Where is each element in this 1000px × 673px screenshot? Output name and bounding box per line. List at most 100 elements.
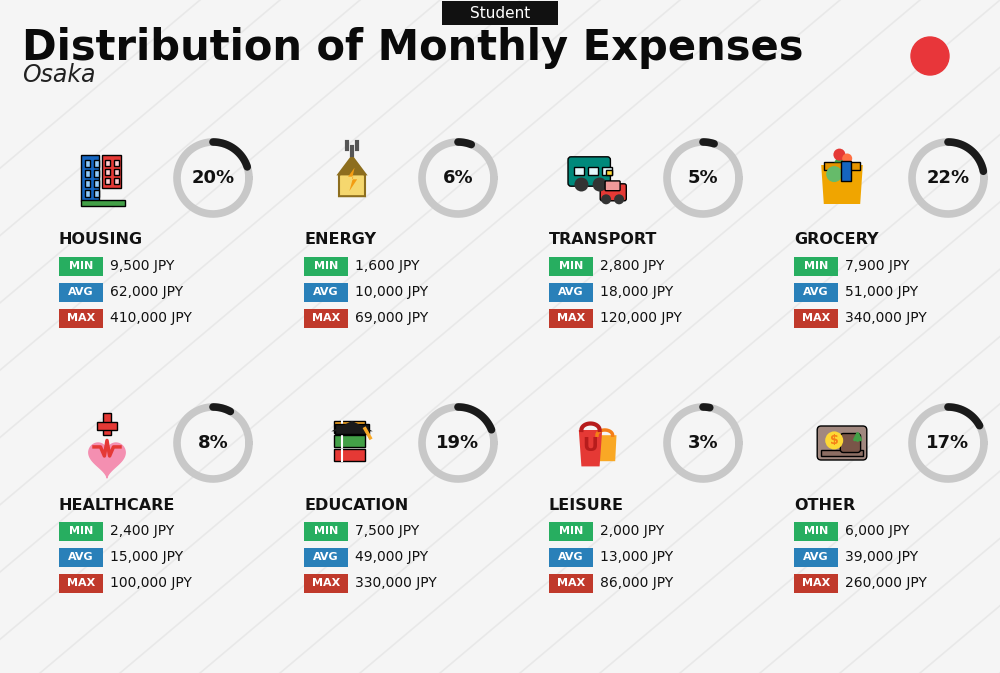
FancyBboxPatch shape	[588, 168, 598, 176]
Text: 340,000 JPY: 340,000 JPY	[845, 311, 927, 325]
FancyBboxPatch shape	[794, 283, 838, 302]
FancyBboxPatch shape	[59, 573, 103, 592]
Text: MAX: MAX	[557, 313, 585, 323]
FancyBboxPatch shape	[442, 1, 558, 25]
FancyBboxPatch shape	[549, 308, 593, 328]
Text: AVG: AVG	[803, 287, 829, 297]
FancyBboxPatch shape	[105, 178, 110, 184]
FancyBboxPatch shape	[304, 283, 348, 302]
Text: 86,000 JPY: 86,000 JPY	[600, 576, 673, 590]
FancyBboxPatch shape	[94, 190, 99, 197]
Text: MIN: MIN	[804, 526, 828, 536]
FancyBboxPatch shape	[549, 283, 593, 302]
Text: 330,000 JPY: 330,000 JPY	[355, 576, 437, 590]
FancyBboxPatch shape	[85, 160, 90, 168]
Text: MIN: MIN	[314, 261, 338, 271]
FancyBboxPatch shape	[794, 573, 838, 592]
FancyBboxPatch shape	[59, 308, 103, 328]
Polygon shape	[348, 168, 357, 191]
Text: 17%: 17%	[926, 434, 970, 452]
FancyBboxPatch shape	[114, 170, 119, 176]
FancyBboxPatch shape	[794, 308, 838, 328]
Text: MAX: MAX	[67, 578, 95, 588]
Circle shape	[825, 431, 843, 450]
Text: MIN: MIN	[314, 526, 338, 536]
Text: MIN: MIN	[69, 261, 93, 271]
Text: TRANSPORT: TRANSPORT	[549, 232, 657, 248]
Text: MIN: MIN	[559, 526, 583, 536]
Text: AVG: AVG	[68, 552, 94, 562]
Text: U: U	[583, 436, 598, 455]
FancyBboxPatch shape	[605, 181, 620, 190]
Text: MIN: MIN	[804, 261, 828, 271]
Circle shape	[601, 194, 611, 205]
Text: 5%: 5%	[688, 169, 718, 187]
Text: 51,000 JPY: 51,000 JPY	[845, 285, 918, 299]
Text: ENERGY: ENERGY	[304, 232, 376, 248]
Polygon shape	[834, 149, 850, 162]
Text: LEISURE: LEISURE	[549, 497, 624, 513]
Text: 15,000 JPY: 15,000 JPY	[110, 550, 183, 564]
FancyBboxPatch shape	[85, 190, 90, 197]
Text: 100,000 JPY: 100,000 JPY	[110, 576, 192, 590]
Text: 8%: 8%	[198, 434, 228, 452]
FancyBboxPatch shape	[81, 201, 125, 207]
FancyBboxPatch shape	[105, 170, 110, 176]
Circle shape	[911, 37, 949, 75]
Text: 2,400 JPY: 2,400 JPY	[110, 524, 174, 538]
Text: AVG: AVG	[558, 287, 584, 297]
Text: 2,800 JPY: 2,800 JPY	[600, 259, 664, 273]
FancyBboxPatch shape	[794, 256, 838, 275]
FancyBboxPatch shape	[94, 160, 99, 168]
FancyBboxPatch shape	[824, 162, 860, 170]
Polygon shape	[579, 430, 602, 466]
FancyBboxPatch shape	[334, 435, 365, 447]
Circle shape	[614, 194, 624, 205]
FancyBboxPatch shape	[81, 155, 99, 201]
FancyBboxPatch shape	[59, 548, 103, 567]
Text: 22%: 22%	[926, 169, 970, 187]
FancyBboxPatch shape	[102, 155, 121, 188]
FancyBboxPatch shape	[94, 170, 99, 178]
FancyBboxPatch shape	[59, 283, 103, 302]
FancyBboxPatch shape	[841, 161, 851, 180]
Text: 19%: 19%	[436, 434, 480, 452]
Text: MIN: MIN	[559, 261, 583, 271]
Text: 62,000 JPY: 62,000 JPY	[110, 285, 183, 299]
Text: $: $	[830, 434, 839, 447]
Circle shape	[826, 166, 842, 182]
Text: AVG: AVG	[68, 287, 94, 297]
Text: AVG: AVG	[803, 552, 829, 562]
Text: GROCERY: GROCERY	[794, 232, 879, 248]
Circle shape	[574, 178, 588, 192]
FancyBboxPatch shape	[334, 449, 365, 461]
Text: HEALTHCARE: HEALTHCARE	[59, 497, 175, 513]
Text: Student: Student	[470, 5, 530, 20]
Text: 69,000 JPY: 69,000 JPY	[355, 311, 428, 325]
Text: 260,000 JPY: 260,000 JPY	[845, 576, 927, 590]
FancyBboxPatch shape	[85, 170, 90, 178]
FancyBboxPatch shape	[821, 450, 863, 456]
Text: 49,000 JPY: 49,000 JPY	[355, 550, 428, 564]
Text: 2,000 JPY: 2,000 JPY	[600, 524, 664, 538]
FancyBboxPatch shape	[817, 426, 867, 460]
FancyBboxPatch shape	[304, 308, 348, 328]
FancyBboxPatch shape	[85, 180, 90, 187]
FancyBboxPatch shape	[335, 424, 369, 434]
FancyBboxPatch shape	[304, 573, 348, 592]
Text: 7,500 JPY: 7,500 JPY	[355, 524, 419, 538]
Circle shape	[833, 149, 845, 161]
Text: 7,900 JPY: 7,900 JPY	[845, 259, 909, 273]
Text: 39,000 JPY: 39,000 JPY	[845, 550, 918, 564]
Text: 6%: 6%	[443, 169, 473, 187]
Text: 410,000 JPY: 410,000 JPY	[110, 311, 192, 325]
FancyBboxPatch shape	[59, 256, 103, 275]
FancyBboxPatch shape	[794, 522, 838, 540]
FancyBboxPatch shape	[114, 160, 119, 166]
FancyBboxPatch shape	[59, 522, 103, 540]
FancyBboxPatch shape	[304, 522, 348, 540]
FancyBboxPatch shape	[94, 180, 99, 187]
Text: MIN: MIN	[69, 526, 93, 536]
Text: 10,000 JPY: 10,000 JPY	[355, 285, 428, 299]
Polygon shape	[821, 165, 863, 204]
